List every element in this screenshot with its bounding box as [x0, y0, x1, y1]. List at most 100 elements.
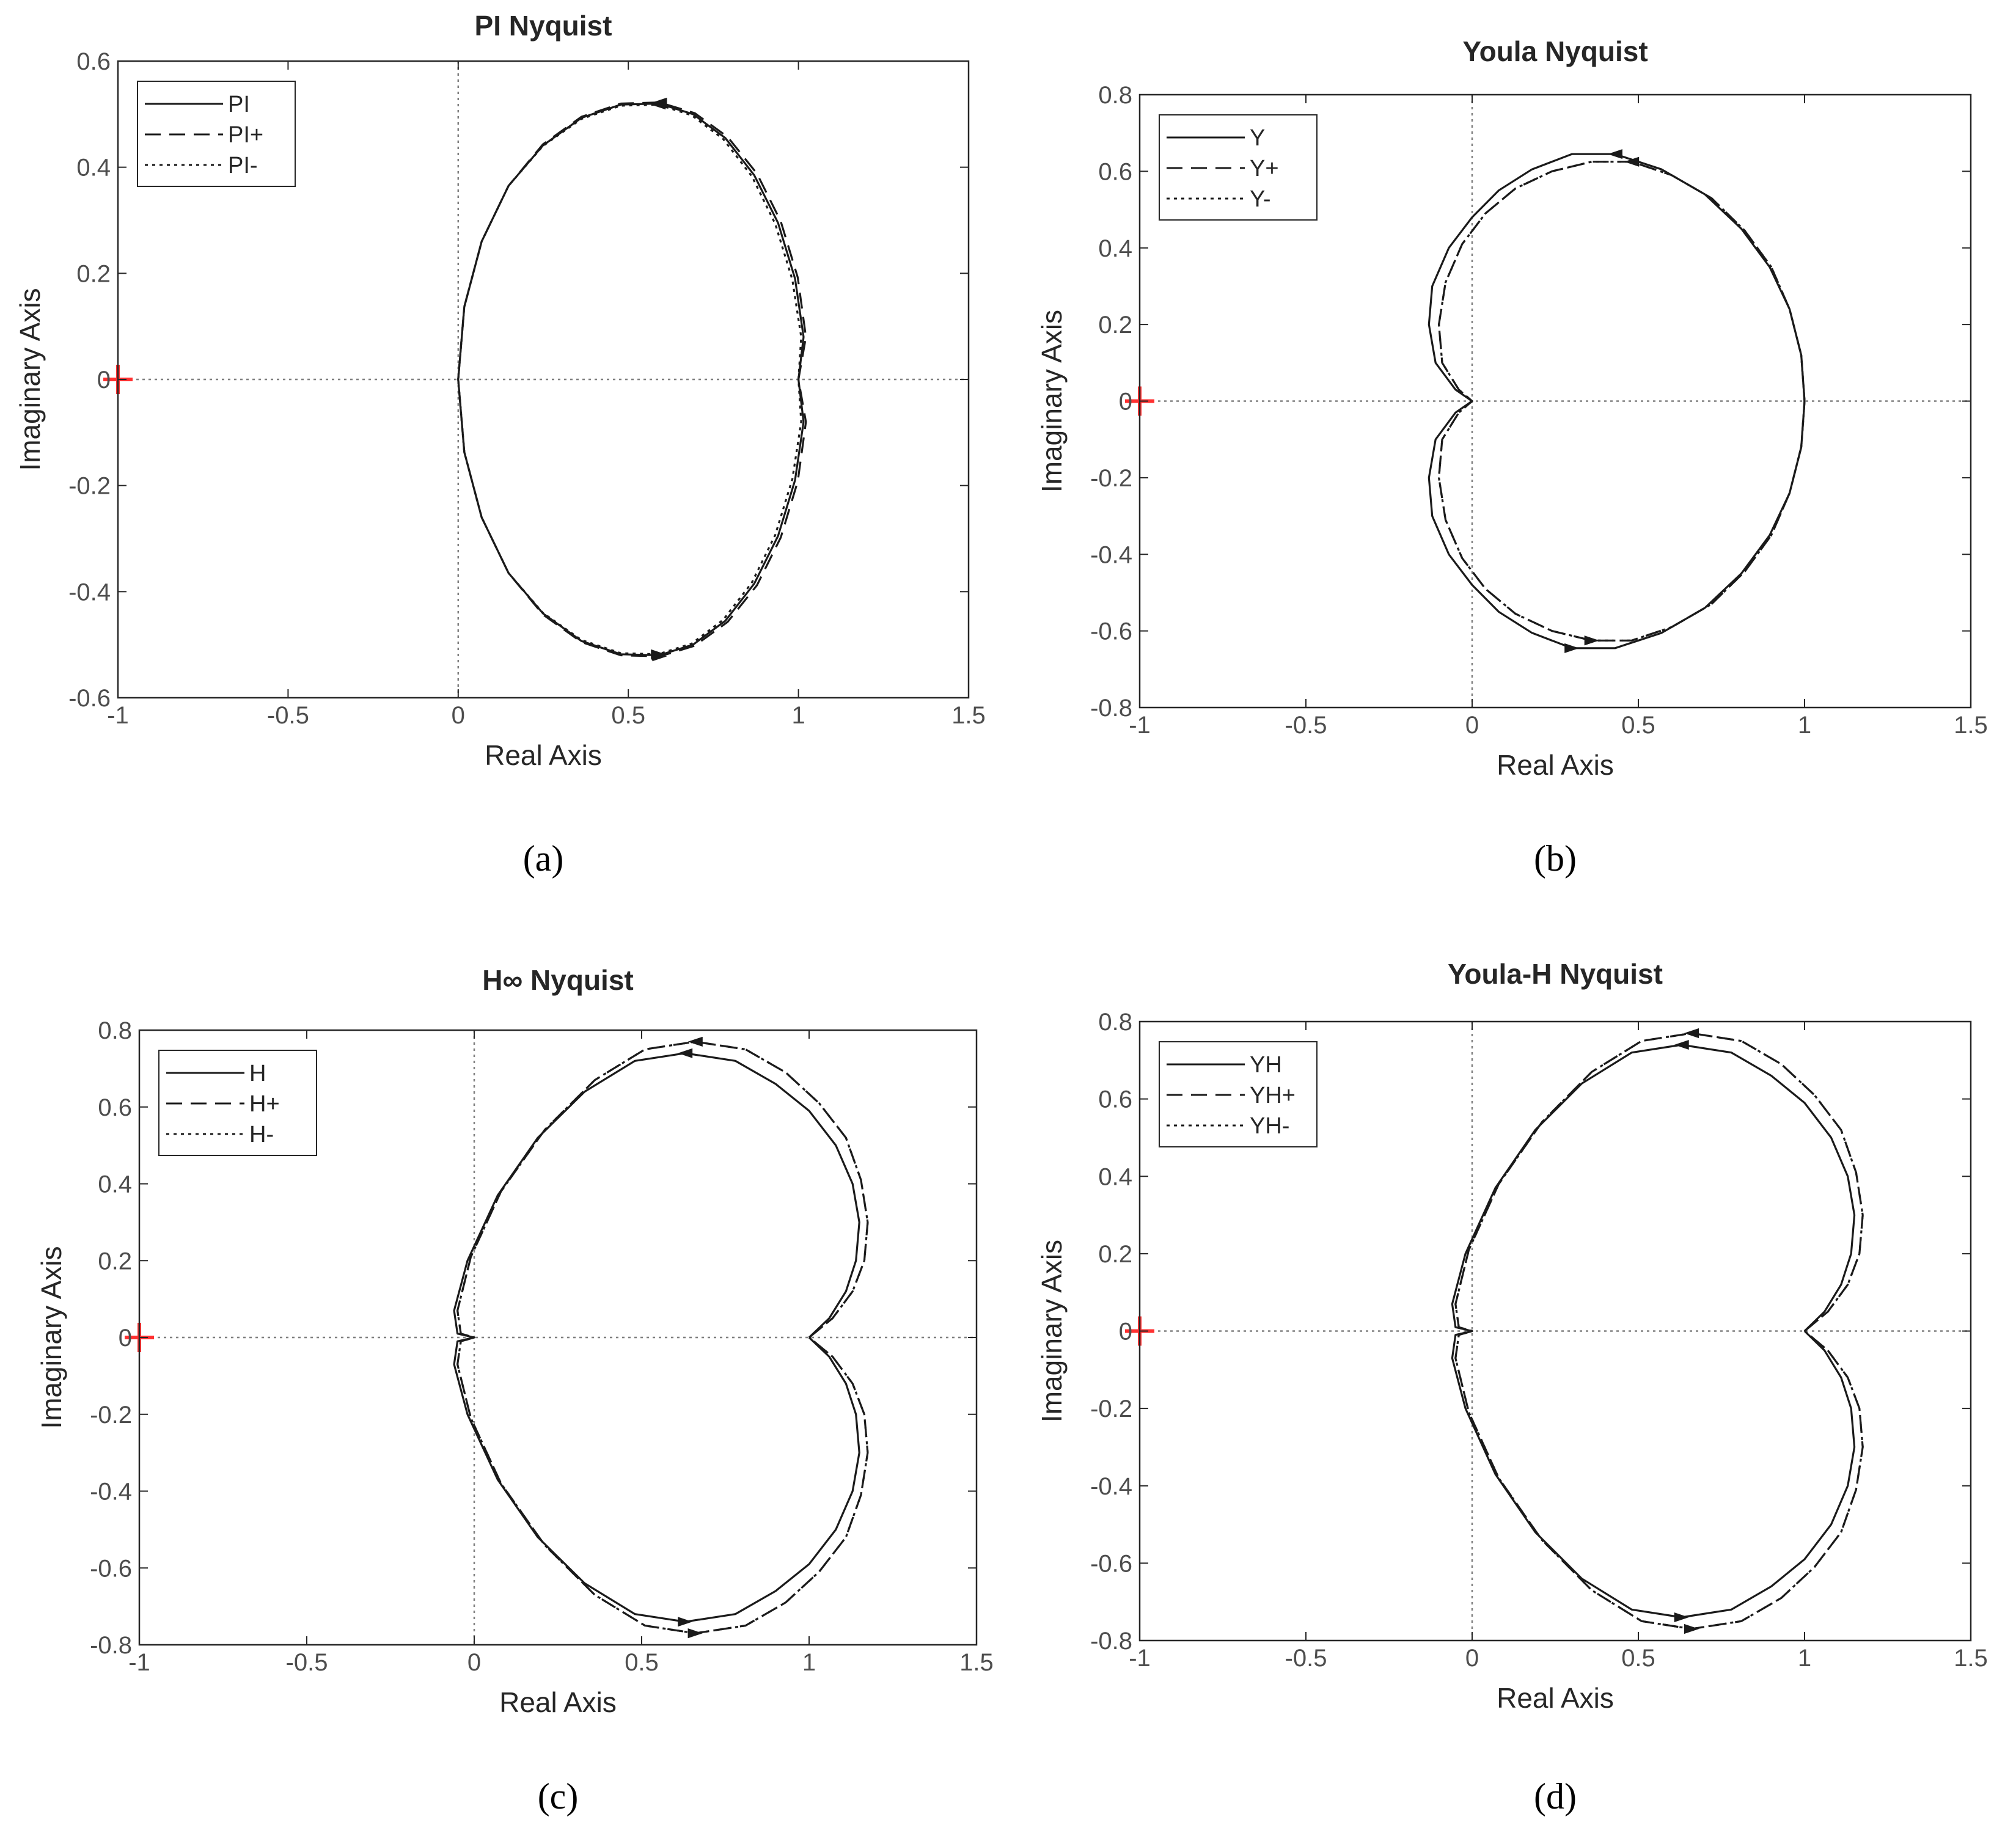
legend-label: Y	[1250, 125, 1265, 151]
y-tick-label: 0	[119, 1325, 132, 1352]
direction-arrow-marker	[678, 1617, 693, 1627]
y-tick-label: -0.4	[1090, 541, 1132, 568]
direction-arrow-marker	[651, 100, 666, 110]
legend-box	[1159, 1041, 1318, 1147]
x-tick-label: -0.5	[1285, 712, 1327, 739]
direction-arrow-marker	[1607, 149, 1622, 159]
legend-label: H+	[249, 1091, 280, 1117]
direction-arrow-marker	[1564, 643, 1580, 653]
x-tick-label: 0	[1465, 712, 1479, 739]
direction-arrow-marker	[651, 649, 666, 659]
x-axis-label: Real Axis	[1497, 1682, 1614, 1714]
legend-label: YH-	[1250, 1113, 1289, 1139]
x-tick-label: -1	[1129, 712, 1151, 739]
legend-box	[158, 1050, 317, 1156]
y-tick-label: 0.6	[1098, 1086, 1132, 1113]
x-axis-label: Real Axis	[1497, 749, 1614, 781]
y-tick-label: -0.6	[1090, 618, 1132, 645]
y-tick-label: -0.2	[68, 473, 111, 500]
y-tick-label: -0.2	[90, 1402, 132, 1429]
chart-panel-4: -1 -0.5 0 0.5 1 1.5 -0.8 -0.6 -0.4 -0.2 0 0.2 0.4 0.6…	[1036, 958, 1988, 1817]
x-tick-label: 0.5	[1621, 1645, 1655, 1672]
y-tick-label: 0.4	[98, 1171, 132, 1198]
x-tick-label: 0	[452, 702, 465, 729]
curves	[453, 1036, 869, 1639]
direction-arrow-marker	[1684, 1028, 1699, 1038]
legend-label: H-	[249, 1122, 274, 1147]
x-tick-label: 1.5	[1954, 712, 1988, 739]
x-axis-label: Real Axis	[499, 1686, 617, 1718]
legend-label: Y+	[1250, 156, 1279, 181]
x-tick-label: -1	[107, 702, 129, 729]
x-tick-label: 1	[1798, 712, 1811, 739]
panel-caption: (a)	[523, 838, 564, 879]
direction-arrow-marker	[687, 1036, 703, 1047]
y-tick-label: 0.2	[1098, 1241, 1132, 1268]
series-line	[457, 101, 807, 657]
y-tick-label: -0.2	[1090, 465, 1132, 492]
x-tick-label: 1	[791, 702, 805, 729]
chart-panel-1: -1 -0.5 0 0.5 1 1.5 -0.6 -0.4 -0.2 0 0.2 0.4 0.6 PI N…	[14, 10, 986, 879]
y-axis-label: Imaginary Axis	[35, 1246, 67, 1429]
y-tick-label: -0.6	[90, 1555, 132, 1582]
x-tick-label: 0	[467, 1649, 481, 1676]
x-tick-label: -0.5	[286, 1649, 328, 1676]
direction-arrow-marker	[1684, 1624, 1699, 1634]
x-tick-label: 1	[802, 1649, 816, 1676]
series-line	[1454, 1032, 1864, 1630]
y-tick-label: -0.8	[90, 1632, 132, 1659]
y-tick-label: -0.4	[90, 1479, 132, 1506]
y-tick-label: 0.2	[98, 1248, 132, 1275]
direction-arrow-marker	[1674, 1039, 1689, 1050]
chart-panel-3: -1 -0.5 0 0.5 1 1.5 -0.8 -0.6 -0.4 -0.2 0 0.2 0.4 0.6…	[35, 964, 994, 1817]
legend-label: YH+	[1250, 1083, 1296, 1108]
legend-box	[137, 81, 296, 187]
x-tick-label: 0.5	[611, 702, 645, 729]
panel-caption: (b)	[1534, 838, 1577, 879]
x-tick-label: -1	[128, 1649, 150, 1676]
x-tick-label: -1	[1129, 1645, 1151, 1672]
direction-arrow-marker	[678, 1048, 693, 1058]
direction-arrow-marker	[1624, 156, 1640, 167]
curves	[457, 97, 807, 662]
x-tick-label: -0.5	[1285, 1645, 1327, 1672]
legend-label: YH	[1250, 1052, 1282, 1078]
x-tick-label: -0.5	[267, 702, 309, 729]
direction-arrow-marker	[1584, 635, 1599, 646]
x-tick-label: 0.5	[1621, 712, 1655, 739]
x-axis-label: Real Axis	[485, 739, 602, 771]
y-tick-label: 0	[97, 367, 111, 393]
legend-label: Y-	[1250, 186, 1271, 212]
y-tick-label: -0.4	[1090, 1473, 1132, 1500]
series-line	[1438, 161, 1806, 642]
y-tick-label: 0.6	[1098, 158, 1132, 185]
y-tick-label: 0.2	[76, 260, 111, 287]
y-tick-label: 0.6	[76, 48, 111, 75]
x-tick-label: 1	[1798, 1645, 1811, 1672]
legend-label: PI-	[228, 153, 258, 178]
y-tick-label: -0.8	[1090, 695, 1132, 722]
y-tick-label: 0.8	[98, 1017, 132, 1044]
y-tick-label: 0.6	[98, 1094, 132, 1121]
y-axis-label: Imaginary Axis	[1036, 310, 1068, 492]
direction-arrow-marker	[1674, 1612, 1689, 1623]
y-tick-label: 0.8	[1098, 1009, 1132, 1036]
y-tick-label: 0.4	[1098, 1163, 1132, 1190]
series-line	[457, 103, 802, 656]
y-tick-label: -0.6	[1090, 1550, 1132, 1577]
y-axis-label: Imaginary Axis	[14, 288, 46, 470]
chart-panel-2: -1 -0.5 0 0.5 1 1.5 -0.8 -0.6 -0.4 -0.2 0 0.2 0.4 0.6…	[1036, 35, 1988, 879]
x-tick-label: 0.5	[625, 1649, 659, 1676]
direction-arrow-marker	[687, 1628, 703, 1639]
y-axis-label: Imaginary Axis	[1036, 1240, 1068, 1422]
y-tick-label: -0.2	[1090, 1396, 1132, 1422]
x-tick-label: 1.5	[959, 1649, 994, 1676]
y-tick-label: 0.4	[1098, 235, 1132, 262]
x-tick-label: 0	[1465, 1645, 1479, 1672]
chart-title: PI Nyquist	[475, 10, 612, 42]
panel-caption: (c)	[538, 1776, 579, 1817]
x-tick-label: 1.5	[951, 702, 986, 729]
chart-title: Youla-H Nyquist	[1448, 958, 1663, 990]
series-line	[456, 1041, 869, 1634]
x-tick-label: 1.5	[1954, 1645, 1988, 1672]
